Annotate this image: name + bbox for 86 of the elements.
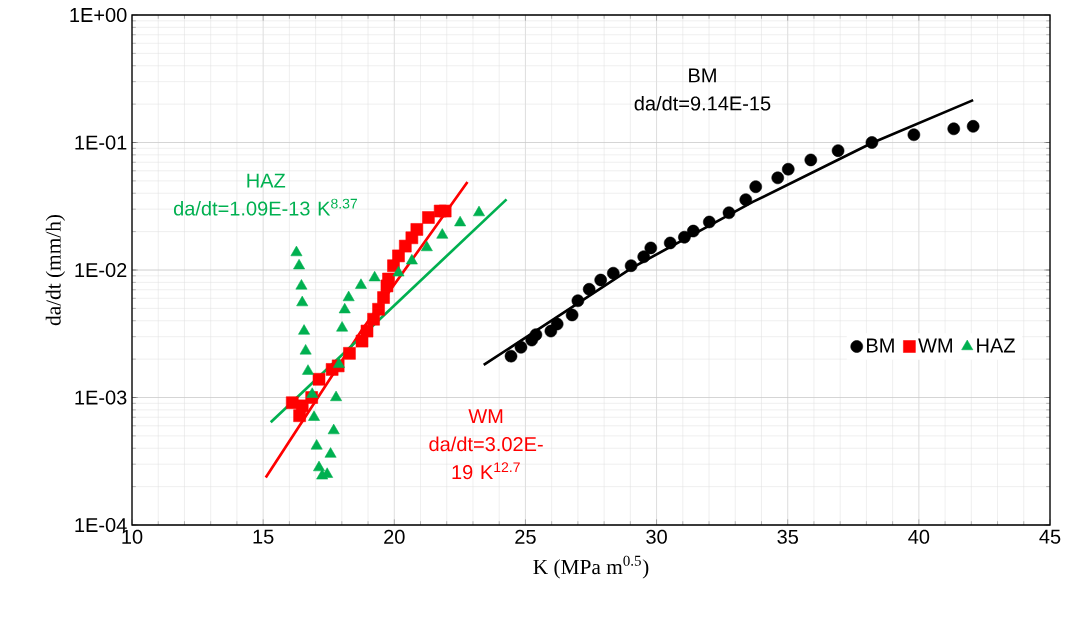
point	[663, 236, 677, 250]
point	[313, 460, 325, 472]
point	[529, 328, 543, 341]
point	[947, 122, 961, 136]
point	[831, 144, 845, 157]
point	[438, 204, 452, 218]
x-tick-label: 45	[1039, 529, 1061, 544]
point	[504, 349, 518, 363]
point	[333, 357, 345, 368]
point	[473, 205, 485, 217]
point	[327, 423, 340, 435]
point	[687, 224, 700, 238]
legend-label: BM	[867, 338, 894, 353]
x-tick-label: 40	[908, 529, 930, 544]
point	[594, 273, 607, 287]
line-series	[482, 98, 975, 367]
point	[295, 399, 309, 413]
point	[298, 324, 310, 335]
point	[582, 283, 596, 296]
point	[739, 193, 753, 206]
x-tick-label: 30	[646, 529, 667, 544]
y-tick-label: 1E-01	[75, 135, 127, 150]
point	[290, 245, 303, 257]
legend-label: WM	[918, 338, 952, 353]
point	[336, 321, 348, 332]
point	[338, 302, 351, 314]
legend-label: HAZ	[977, 338, 1015, 353]
point	[781, 162, 795, 176]
point	[804, 153, 818, 167]
point	[296, 295, 309, 307]
point	[637, 250, 650, 264]
point	[299, 344, 312, 355]
point	[302, 364, 314, 375]
point	[382, 272, 395, 286]
point	[306, 387, 319, 398]
point	[571, 294, 585, 308]
point	[410, 223, 424, 236]
annotation: BM	[689, 68, 716, 83]
annotation: da/dt=1.09E-13 K$^{8.37}$	[173, 198, 358, 216]
annotation: WM	[468, 409, 503, 424]
point	[293, 258, 305, 270]
y-tick-label: 1E-02	[75, 262, 127, 278]
x-tick-label: 20	[384, 529, 405, 544]
point	[722, 206, 736, 220]
point	[678, 230, 691, 244]
point	[308, 410, 320, 421]
x-tick-label: 15	[253, 529, 274, 544]
point	[607, 266, 620, 280]
point	[422, 211, 435, 224]
point	[771, 171, 785, 185]
annotation: da/dt=9.14E-15	[634, 95, 771, 111]
point	[565, 308, 579, 322]
point	[624, 259, 638, 273]
y-axis-title: da/dt (mm/h)	[45, 214, 66, 326]
point	[703, 215, 716, 229]
point	[312, 373, 326, 386]
point	[330, 390, 342, 402]
point	[295, 279, 308, 290]
point	[454, 215, 467, 227]
point	[343, 347, 356, 360]
y-tick-label: 1E-03	[75, 390, 127, 405]
point	[355, 278, 367, 289]
point	[392, 266, 405, 277]
annotation: HAZ	[247, 173, 286, 188]
point	[405, 254, 418, 265]
point	[436, 228, 449, 239]
point	[966, 120, 980, 133]
x-tick-label: 35	[777, 529, 799, 544]
point	[310, 439, 323, 450]
point	[644, 241, 658, 255]
point	[342, 290, 355, 302]
x-tick-label: 25	[515, 529, 536, 544]
point	[514, 340, 528, 354]
point	[749, 180, 762, 193]
x-axis-title: K (MPa m$^{0.5}$)	[533, 555, 649, 579]
point	[372, 303, 385, 316]
point	[865, 136, 879, 149]
annotation: da/dt=3.02E-19 K$^{12.7}$	[429, 436, 543, 480]
point	[420, 240, 433, 252]
y-tick-label: 1E+00	[70, 7, 127, 23]
point	[368, 270, 381, 282]
point	[907, 128, 921, 142]
point	[377, 291, 390, 304]
point	[550, 317, 564, 331]
point	[360, 324, 374, 338]
point	[324, 447, 337, 458]
